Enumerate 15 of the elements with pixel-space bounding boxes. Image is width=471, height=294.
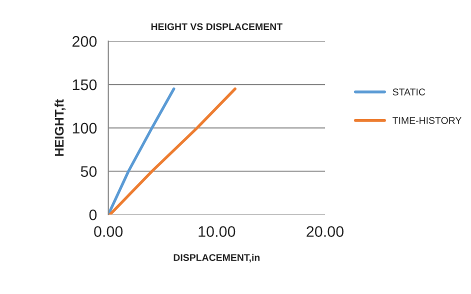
x-axis-title: DISPLACEMENT,in <box>174 254 260 262</box>
x-tick-label: 20.00 <box>306 226 344 237</box>
y-axis-title: HEIGHT,ft <box>54 99 66 156</box>
y-tick-label: 50 <box>80 166 97 177</box>
x-tick-label: 0.00 <box>94 226 123 237</box>
y-tick-label: 0 <box>89 209 97 220</box>
y-tick-label: 150 <box>72 79 97 90</box>
line-series <box>108 87 236 215</box>
legend-label: TIME-HISTORY <box>392 117 462 124</box>
y-tick-label: 100 <box>72 122 97 134</box>
line-series <box>108 87 176 215</box>
x-tick-label: 10.00 <box>198 226 236 237</box>
y-tick-label: 200 <box>72 36 97 47</box>
legend-label: STATIC <box>392 88 426 96</box>
chart-title: HEIGHT VS DISPLACEMENT <box>151 23 282 30</box>
